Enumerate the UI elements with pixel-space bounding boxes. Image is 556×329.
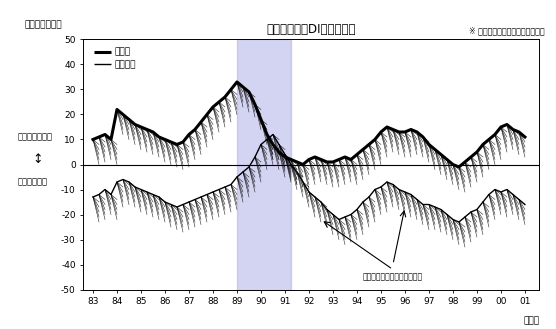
Text: 「苦しい」超: 「苦しい」超 — [17, 178, 47, 187]
Text: ↕: ↕ — [33, 153, 43, 166]
Text: （％ポイント）: （％ポイント） — [24, 20, 62, 30]
Bar — [237, 39, 291, 290]
Title: 資金繰り判断DI（全産業）: 資金繰り判断DI（全産業） — [267, 22, 356, 36]
Text: 「楽である」超: 「楽である」超 — [17, 133, 52, 141]
Text: ※ シャドーは公定歩合引き上げ期: ※ シャドーは公定歩合引き上げ期 — [469, 26, 545, 35]
Text: （年）: （年） — [523, 317, 539, 326]
Text: 大企業: 大企業 — [115, 47, 131, 57]
Text: 各調査回における先行き予測: 各調査回における先行き予測 — [363, 272, 423, 281]
Text: 中小候業: 中小候業 — [115, 60, 136, 69]
